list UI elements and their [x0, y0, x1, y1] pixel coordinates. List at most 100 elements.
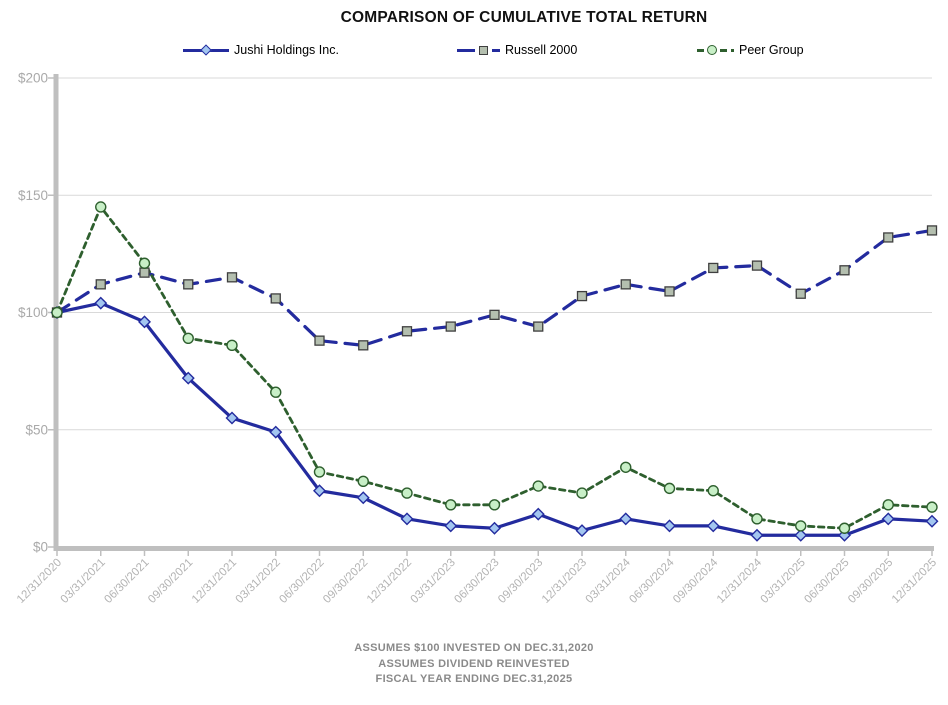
circle-marker-icon	[882, 499, 894, 511]
legend-item-peer: Peer Group	[697, 42, 804, 58]
svg-text:06/30/2022: 06/30/2022	[277, 557, 326, 606]
diamond-marker-icon	[663, 519, 676, 533]
svg-text:$150: $150	[18, 188, 48, 203]
square-marker-icon	[576, 290, 588, 302]
square-marker-icon	[183, 279, 194, 290]
svg-text:09/30/2022: 09/30/2022	[321, 557, 370, 606]
square-marker-icon	[839, 265, 850, 276]
dash-line-icon	[720, 48, 727, 52]
square-marker-icon	[751, 260, 763, 271]
diamond-marker-icon	[531, 507, 545, 521]
circle-marker-icon	[926, 501, 938, 513]
circle-marker-icon	[357, 475, 369, 488]
diamond-marker-icon	[225, 411, 239, 425]
svg-text:09/30/2024: 09/30/2024	[671, 556, 721, 606]
dash-line-icon	[697, 48, 704, 52]
diamond-marker-icon	[619, 512, 633, 526]
svg-text:12/31/2021: 12/31/2021	[190, 557, 239, 606]
circle-marker-icon	[795, 520, 807, 532]
square-marker-icon	[708, 262, 719, 274]
series-lines	[55, 204, 934, 537]
diamond-marker-icon	[94, 296, 108, 310]
circle-marker-icon	[620, 461, 632, 473]
square-marker-icon	[358, 340, 369, 351]
legend-item-jushi: Jushi Holdings Inc.	[183, 42, 339, 58]
svg-text:$50: $50	[25, 422, 48, 437]
diamond-marker-icon	[444, 519, 458, 533]
svg-text:06/30/2023: 06/30/2023	[452, 557, 501, 606]
diamond-marker-icon	[488, 521, 501, 535]
circle-marker-icon	[488, 499, 501, 511]
diamond-marker-icon	[269, 425, 283, 439]
circle-marker-icon	[838, 522, 851, 534]
svg-text:09/30/2021: 09/30/2021	[146, 557, 195, 606]
square-marker-icon	[401, 326, 413, 337]
solid-line-icon	[183, 48, 203, 52]
circle-marker-icon	[532, 480, 544, 492]
legend-label-peer: Peer Group	[739, 43, 804, 57]
dot-line-icon	[731, 48, 734, 52]
square-marker-icon	[620, 279, 631, 290]
diamond-marker-icon	[400, 512, 414, 526]
square-marker-icon	[664, 286, 675, 297]
chart-title: COMPARISON OF CUMULATIVE TOTAL RETURN	[340, 9, 708, 26]
circle-marker-icon	[751, 513, 763, 525]
legend-label-russell: Russell 2000	[505, 43, 578, 57]
y-axis-labels: $0 $50 $100 $150 $200	[18, 71, 48, 555]
circle-marker-icon	[95, 201, 107, 213]
dash-line-icon	[492, 48, 500, 52]
svg-text:06/30/2024: 06/30/2024	[627, 556, 677, 606]
svg-text:12/31/2020: 12/31/2020	[15, 557, 64, 606]
diamond-marker-icon	[575, 524, 589, 538]
diamond-marker-icon	[750, 528, 764, 542]
svg-text:12/31/2025: 12/31/2025	[890, 557, 939, 606]
svg-text:03/31/2025: 03/31/2025	[759, 557, 808, 606]
circle-marker-icon	[51, 306, 63, 319]
x-axis-labels: 12/31/202003/31/202106/30/202109/30/2021…	[15, 556, 939, 606]
diamond-marker-icon	[356, 491, 370, 505]
square-marker-icon	[479, 45, 488, 55]
square-marker-icon	[533, 321, 544, 332]
diamond-marker-icon	[881, 512, 895, 526]
diamond-marker-icon	[200, 44, 212, 56]
gridlines	[57, 77, 932, 431]
diamond-marker-icon	[925, 514, 939, 528]
svg-text:12/31/2023: 12/31/2023	[540, 557, 589, 606]
peer-series-glyph	[697, 45, 734, 55]
square-marker-icon	[489, 309, 500, 320]
square-marker-icon	[445, 321, 456, 332]
svg-text:$0: $0	[33, 540, 48, 555]
svg-text:$100: $100	[18, 305, 48, 320]
square-marker-icon	[314, 335, 325, 346]
diamond-marker-icon	[706, 519, 720, 533]
svg-text:06/30/2025: 06/30/2025	[802, 557, 851, 606]
circle-marker-icon	[401, 487, 413, 499]
series-line	[55, 204, 934, 530]
diamond-marker-icon	[794, 528, 808, 542]
circle-marker-icon	[270, 386, 282, 398]
svg-text:09/30/2023: 09/30/2023	[496, 557, 545, 606]
legend-item-russell: Russell 2000	[457, 42, 577, 58]
diamond-marker-icon	[181, 371, 195, 385]
circle-marker-icon	[226, 339, 238, 352]
svg-text:$200: $200	[18, 71, 48, 86]
svg-text:06/30/2021: 06/30/2021	[102, 557, 151, 606]
square-marker-icon	[139, 267, 150, 278]
circle-marker-icon	[576, 487, 588, 499]
circle-marker-icon	[182, 332, 194, 344]
square-marker-icon	[795, 288, 806, 299]
square-marker-icon	[95, 279, 106, 290]
svg-text:09/30/2025: 09/30/2025	[846, 557, 895, 606]
square-marker-icon	[883, 232, 894, 243]
footnote-line-2: ASSUMES DIVIDEND REINVESTED	[378, 657, 570, 670]
legend-label-jushi: Jushi Holdings Inc.	[234, 43, 339, 57]
square-marker-icon	[926, 225, 938, 236]
svg-text:12/31/2024: 12/31/2024	[715, 556, 765, 606]
svg-text:03/31/2022: 03/31/2022	[234, 557, 283, 606]
series-markers	[50, 201, 939, 542]
circle-marker-icon	[663, 482, 676, 495]
svg-text:03/31/2023: 03/31/2023	[409, 557, 458, 606]
svg-text:03/31/2024: 03/31/2024	[584, 556, 634, 606]
footnote-line-1: ASSUMES $100 INVESTED ON DEC.31,2020	[354, 642, 594, 654]
